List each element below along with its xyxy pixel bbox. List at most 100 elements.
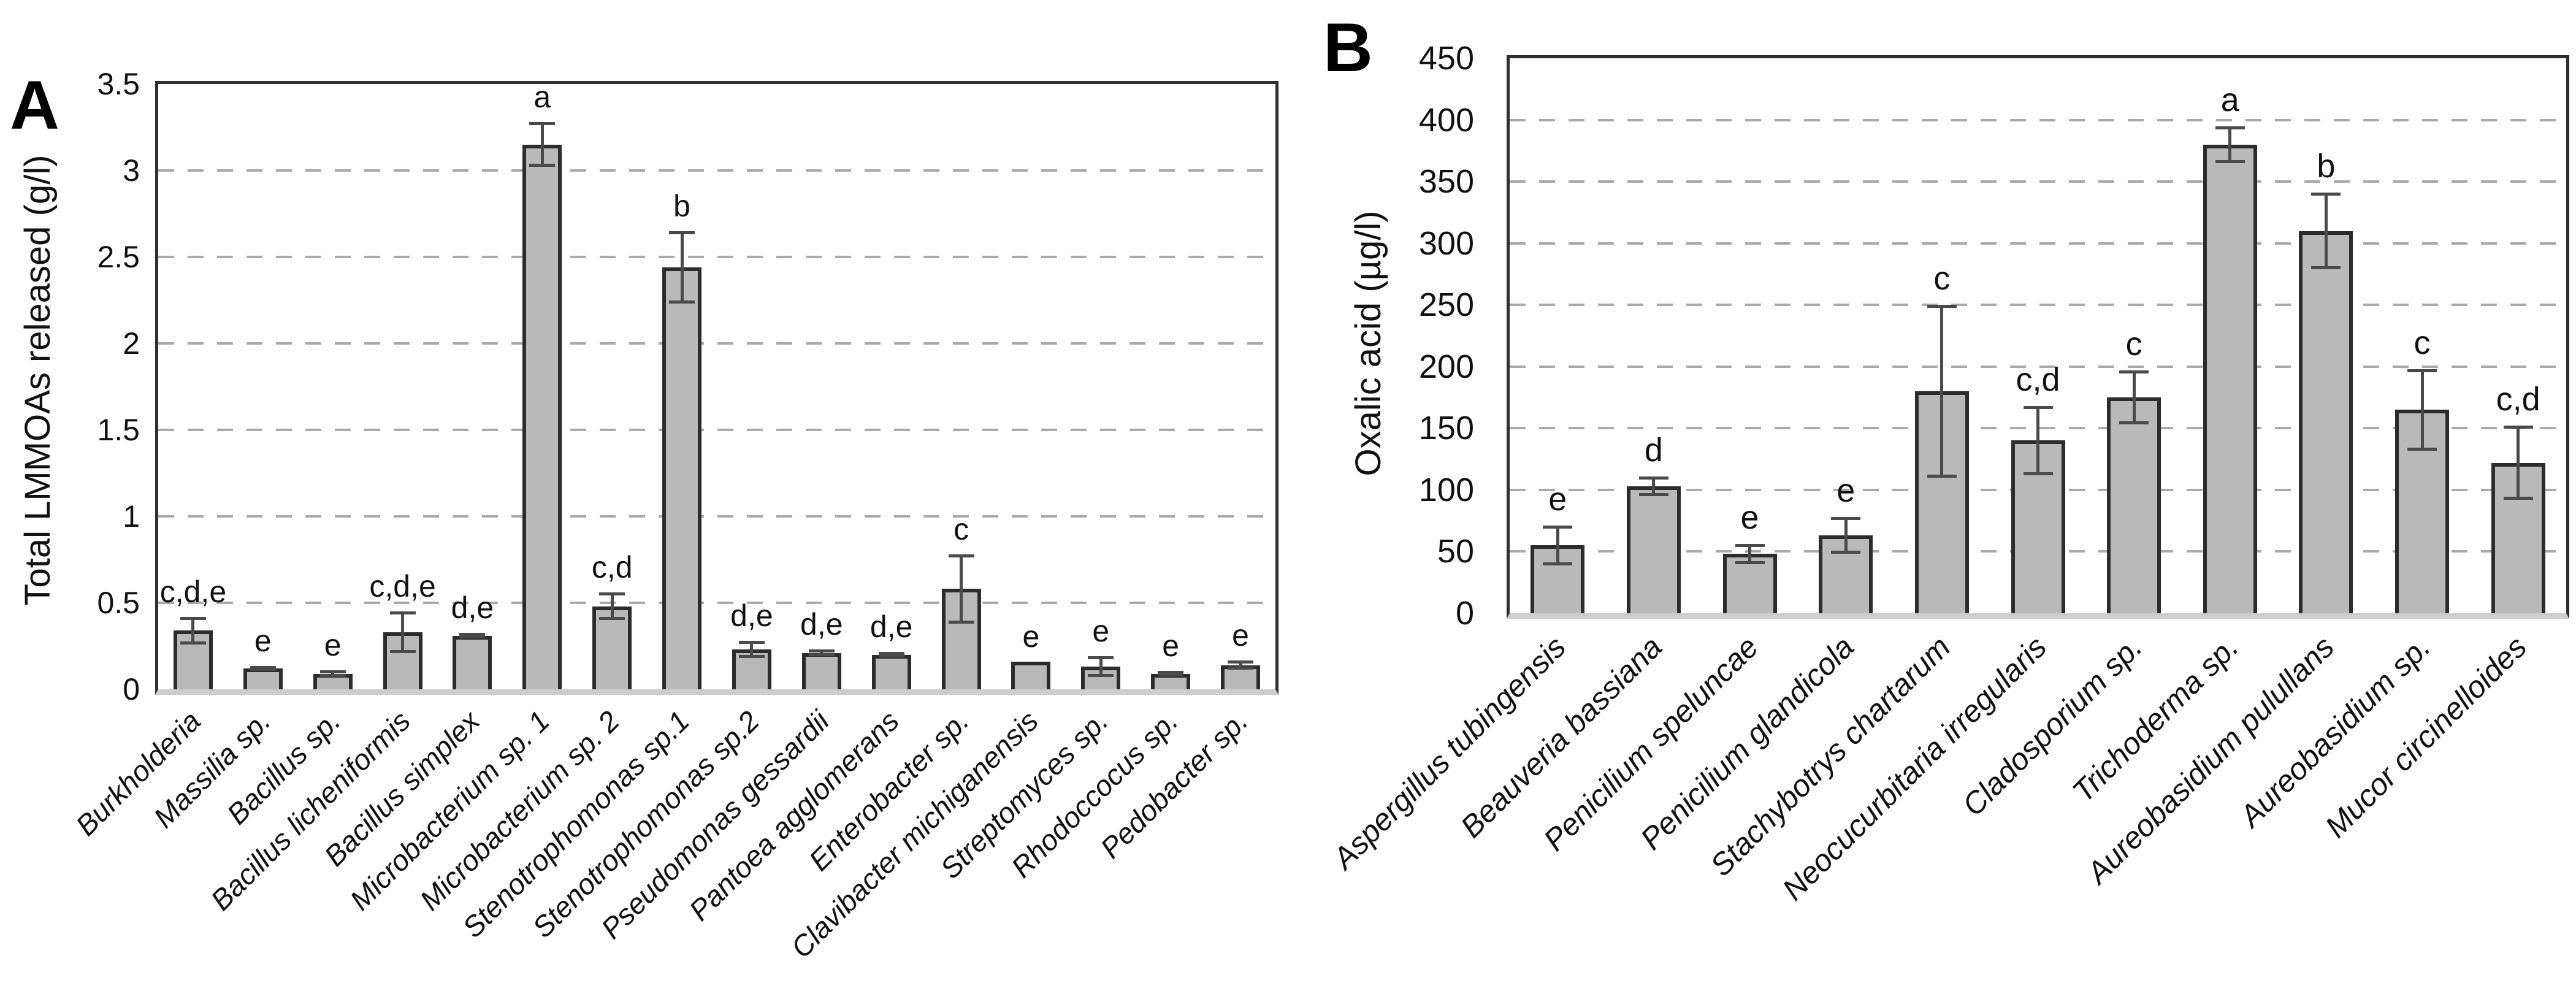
error-bar-top-cap [1638,476,1668,480]
bar [871,654,911,689]
error-bar-bottom-cap [250,668,276,672]
error-bar-top-cap [1831,517,1861,521]
error-bar [2119,370,2149,425]
error-bar [2023,406,2053,475]
error-bar-bottom-cap [1088,674,1114,678]
error-bar-top-cap [1543,526,1573,529]
significance-letter: d,e [730,599,773,633]
error-bar [1158,671,1184,676]
gridline [158,515,1275,518]
error-bar-top-cap [2311,193,2341,196]
gridline [158,169,1275,172]
gridline [1510,365,2566,368]
y-tick-label: 2.5 [97,240,140,274]
error-bar-top-cap [1735,544,1765,548]
y-tick-label: 50 [1437,533,1474,570]
gridline [158,256,1275,258]
gridline [1510,242,2566,245]
error-bar-top-cap [669,231,695,234]
error-bar-top-cap [1158,671,1184,675]
significance-letter: c [2414,324,2431,361]
error-bar-bottom-cap [1735,561,1765,564]
error-bar-line [2132,370,2136,425]
error-bar-top-cap [319,670,346,673]
significance-letter: c [954,512,969,547]
error-bar [1638,476,1668,496]
error-bar [529,122,556,167]
error-bar-line [750,641,754,659]
y-tick-label: 0 [1455,595,1474,632]
error-bar-line [610,592,614,621]
error-bar-line [960,554,963,624]
error-bar-top-cap [2215,126,2245,129]
error-bar-top-cap [808,649,835,653]
gridline [158,602,1275,604]
significance-letter: b [2317,148,2336,185]
error-bar-bottom-cap [389,649,416,653]
y-tick-label: 100 [1418,471,1474,508]
error-bar-bottom-cap [738,655,765,659]
error-bar-line [2517,426,2520,500]
error-bar [1831,517,1861,554]
error-bar-top-cap [599,592,625,596]
significance-letter: e [324,627,342,662]
bar [453,635,492,689]
error-bar [459,633,486,638]
error-bar [319,670,346,678]
significance-letter: e [1092,614,1110,649]
error-bar [1735,544,1765,564]
error-bar-line [2420,369,2424,451]
error-bar [808,649,835,657]
error-bar-top-cap [878,652,904,656]
error-bar-top-cap [948,554,974,558]
y-tick-label: 2 [123,326,140,361]
y-tick-label: 3.5 [97,67,140,101]
significance-letter: d,e [869,610,913,645]
error-bar-bottom-cap [2503,496,2533,500]
error-bar-bottom-cap [1228,666,1254,670]
error-bar-bottom-cap [2119,421,2149,425]
error-bar-bottom-cap [459,635,486,638]
error-bar-top-cap [529,122,556,126]
error-bar-line [1844,517,1848,554]
error-bar [2311,193,2341,269]
plot-area-panel-b: e d e e c c,d c a b c c,d [1507,55,2569,619]
error-bar-line [1748,544,1752,564]
significance-letter: e [1740,499,1759,537]
error-bar-bottom-cap [1543,562,1573,565]
y-tick-label: 200 [1418,348,1474,385]
significance-letter: e [254,623,272,658]
error-bar-bottom-cap [1638,492,1668,496]
error-bar-top-cap [389,611,416,615]
error-bar-top-cap [459,633,486,637]
error-bar-bottom-cap [808,653,835,657]
error-bar [878,652,904,657]
error-bar-line [1940,305,1944,478]
error-bar-top-cap [2119,370,2149,373]
error-bar-bottom-cap [529,164,556,167]
error-bar-top-cap [250,665,276,669]
y-tick-label: 0.5 [97,586,140,620]
error-bar-line [1099,656,1103,678]
significance-letter: d,e [800,607,843,642]
error-bar [389,611,416,653]
y-tick-label: 0 [123,672,140,706]
error-bar-bottom-cap [878,654,904,657]
significance-letter: c,d,e [369,569,436,604]
error-bar-top-cap [2503,426,2533,429]
error-bar [669,231,695,304]
bar [801,652,841,689]
error-bar [948,554,974,624]
error-bar [1088,656,1114,678]
gridline [158,429,1275,431]
y-tick-label: 150 [1418,410,1474,447]
significance-letter: a [2220,81,2239,118]
significance-letter: c,d,e [159,574,227,609]
significance-letter: d [1644,431,1663,469]
error-bar-top-cap [1088,656,1114,660]
bar [243,668,283,689]
error-bar [1228,660,1254,670]
error-bar [2215,126,2245,163]
y-tick-label: 3 [123,153,140,188]
